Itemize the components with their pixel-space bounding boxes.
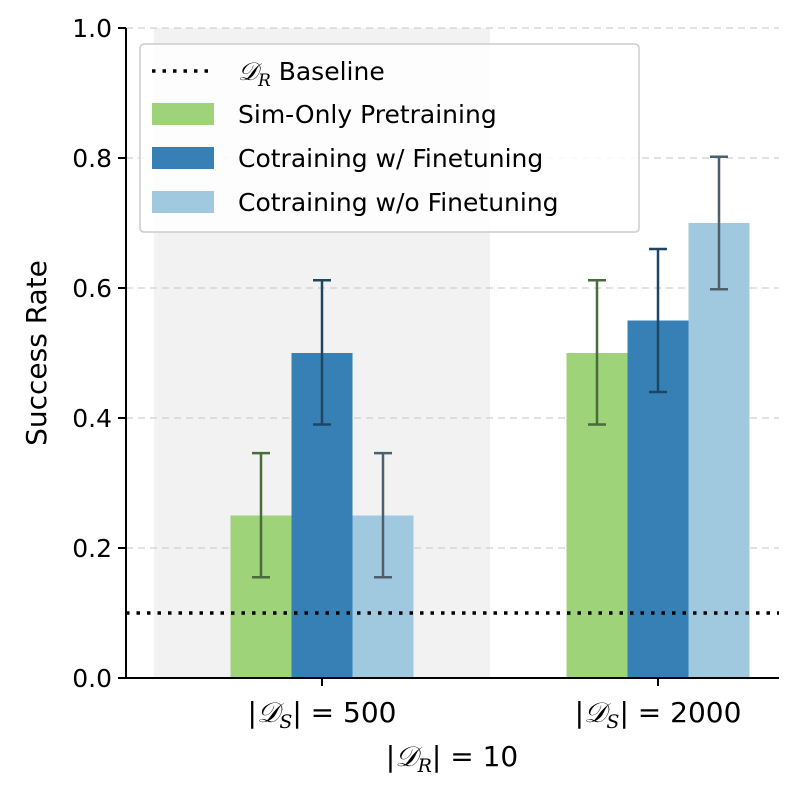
x-category-label-0: |𝒟S| = 500 [248,696,397,733]
legend-label-1: Cotraining w/ Finetuning [238,144,543,173]
y-tick-label-1: 0.2 [72,534,112,563]
legend-label-2: Cotraining w/o Finetuning [238,188,559,217]
y-tick-label-5: 1.0 [72,14,112,43]
x-category-suffix-1: | = 2000 [619,696,741,729]
legend-baseline-label: 𝒟R Baseline [238,57,385,91]
legend-swatch-2 [152,191,214,213]
x-category-prefix-0: | [248,696,257,729]
x-category-labels: |𝒟S| = 500 |𝒟S| = 2000 [248,678,742,733]
x-category-label-1: |𝒟S| = 2000 [575,696,742,733]
x-category-suffix-0: | = 500 [292,696,396,729]
y-tick-label-2: 0.4 [72,404,112,433]
x-category-prefix-1: | [575,696,584,729]
bar-s2-c1 [688,223,750,678]
x-category-subscript-0: S [279,711,292,733]
axes-group [125,28,779,679]
y-tick-label-4: 0.8 [72,144,112,173]
legend-series-items: Sim-Only Pretraining Cotraining w/ Finetu… [152,100,559,217]
legend-label-0: Sim-Only Pretraining [238,100,497,129]
legend-baseline-subscript: R [257,71,271,91]
y-axis-label: Success Rate [20,260,53,446]
legend-frame [139,43,640,233]
x-axis-label: |𝒟R| = 10 [386,740,518,777]
xlabel-subscript: R [417,755,432,777]
xlabel-suffix: | = 10 [432,740,518,773]
y-ticks: 0.0 0.2 0.4 0.6 0.8 1.0 [72,14,126,693]
x-category-subscript-1: S [606,711,619,733]
bars-group [230,155,750,678]
legend: 𝒟R Baseline Sim-Only Pretraining Cotraini… [139,43,640,233]
legend-swatch-0 [152,103,214,125]
y-tick-label-3: 0.6 [72,274,112,303]
legend-swatch-1 [152,147,214,169]
legend-baseline-text: Baseline [271,57,385,86]
xlabel-prefix: | [386,740,395,773]
y-tick-label-0: 0.0 [72,664,112,693]
